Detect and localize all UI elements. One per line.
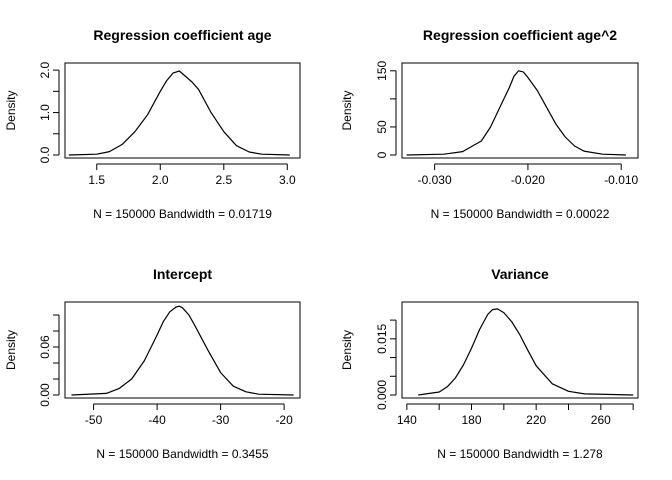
x-axis-label: N = 150000 Bandwidth = 0.00022 bbox=[431, 207, 610, 221]
y-tick-label: 2.0 bbox=[38, 61, 52, 78]
y-axis-label: Density bbox=[340, 90, 354, 130]
x-tick-label: 2.5 bbox=[215, 173, 232, 187]
x-tick-label: -50 bbox=[85, 413, 103, 427]
y-tick-label: 50 bbox=[375, 120, 389, 134]
plot-frame bbox=[401, 62, 639, 159]
chart-panel: Variance N = 150000 Bandwidth = 1.278 Dens… bbox=[340, 266, 639, 461]
x-tick-label: -0.010 bbox=[604, 173, 638, 187]
y-tick-label: 1.0 bbox=[38, 104, 52, 121]
x-tick-label: -40 bbox=[148, 413, 166, 427]
y-tick-label: 0.06 bbox=[38, 335, 52, 359]
plot-frame bbox=[401, 301, 639, 399]
x-tick-label: -30 bbox=[212, 413, 230, 427]
y-tick-label: 0.0 bbox=[38, 146, 52, 163]
x-tick-label: 220 bbox=[526, 413, 546, 427]
x-tick-label: 2.0 bbox=[152, 173, 169, 187]
y-axis-label: Density bbox=[4, 330, 18, 370]
density-curve bbox=[71, 305, 294, 396]
y-tick-label: 150 bbox=[375, 60, 389, 80]
chart-title: Regression coefficient age^2 bbox=[423, 27, 617, 43]
x-tick-label: 3.0 bbox=[279, 173, 296, 187]
y-tick-label: 0.00 bbox=[38, 383, 52, 407]
x-tick-label: 1.5 bbox=[88, 173, 105, 187]
x-tick-label: 260 bbox=[591, 413, 611, 427]
y-tick-label: 0.015 bbox=[375, 323, 389, 353]
y-axis-label: Density bbox=[4, 90, 18, 130]
y-tick-label: 0 bbox=[375, 151, 389, 158]
y-tick-label: 0.000 bbox=[375, 380, 389, 410]
x-tick-label: -0.030 bbox=[418, 173, 452, 187]
x-tick-label: -20 bbox=[275, 413, 293, 427]
y-axis-label: Density bbox=[340, 330, 354, 370]
density-curve bbox=[418, 308, 634, 396]
chart-title: Variance bbox=[491, 266, 549, 282]
x-axis-label: N = 150000 Bandwidth = 0.3455 bbox=[96, 447, 268, 461]
chart-title: Regression coefficient age bbox=[93, 27, 271, 43]
chart-panel: Regression coefficient age N = 150000 Ban… bbox=[4, 27, 301, 221]
chart-title: Intercept bbox=[153, 266, 212, 282]
x-axis-label: N = 150000 Bandwidth = 1.278 bbox=[437, 447, 603, 461]
density-curve bbox=[406, 70, 626, 156]
x-tick-label: 180 bbox=[461, 413, 481, 427]
x-tick-label: 140 bbox=[397, 413, 417, 427]
x-axis-label: N = 150000 Bandwidth = 0.01719 bbox=[93, 207, 272, 221]
plot-frame bbox=[64, 301, 301, 399]
chart-panel: Intercept N = 150000 Bandwidth = 0.3455 De… bbox=[4, 266, 301, 461]
chart-panel: Regression coefficient age^2 N = 150000 B… bbox=[340, 27, 639, 221]
x-tick-label: -0.020 bbox=[511, 173, 545, 187]
density-curve bbox=[68, 70, 290, 156]
plot-frame bbox=[64, 62, 301, 159]
